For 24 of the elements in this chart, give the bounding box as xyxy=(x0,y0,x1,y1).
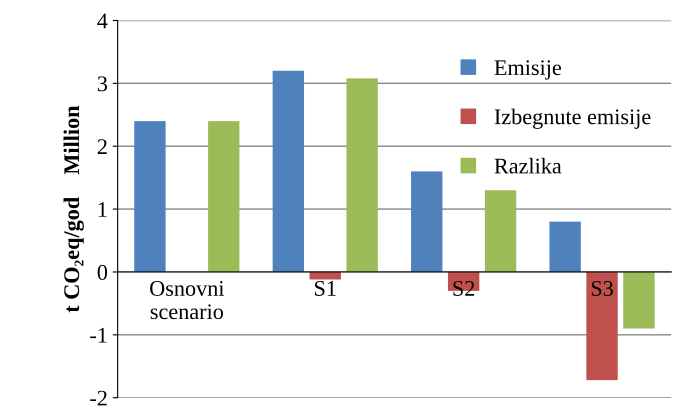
y-tick-label: -2 xyxy=(90,390,107,406)
bar xyxy=(411,171,442,272)
legend-label: Izbegnute emisije xyxy=(494,108,650,129)
y-tick-label: 2 xyxy=(98,139,107,154)
bar xyxy=(134,121,166,272)
x-tick-label: Osnovni scenario xyxy=(150,281,224,320)
y-tick-label: 3 xyxy=(98,76,108,92)
y-tick-label: 1 xyxy=(98,202,107,217)
bar xyxy=(272,70,304,272)
y-tick-label: 0 xyxy=(98,264,108,280)
bar xyxy=(484,190,516,272)
bar xyxy=(346,78,378,272)
bar xyxy=(208,121,240,272)
bar xyxy=(586,272,618,380)
x-tick-label: S1 xyxy=(314,281,336,296)
y-axis-title: t CO₂eq/god Million xyxy=(64,106,84,312)
legend-label: Razlika xyxy=(494,158,562,174)
bar xyxy=(549,222,581,272)
legend-label: Emisije xyxy=(494,60,562,80)
x-tick-label: S3 xyxy=(592,281,613,296)
bar xyxy=(623,272,655,329)
y-tick-label: 4 xyxy=(97,14,108,28)
bar xyxy=(310,272,341,280)
y-tick-label: -1 xyxy=(90,328,107,343)
